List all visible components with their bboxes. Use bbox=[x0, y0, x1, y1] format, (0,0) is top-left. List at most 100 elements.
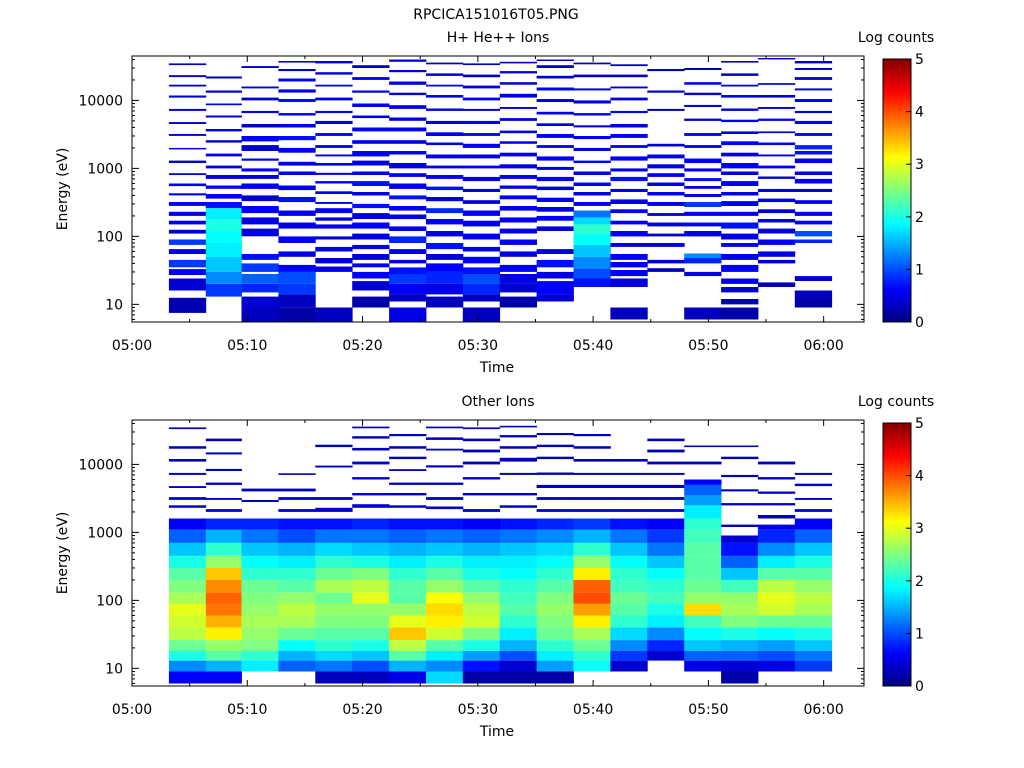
heatmap-cell bbox=[757, 615, 796, 628]
heatmap-cell bbox=[684, 461, 722, 465]
heatmap-cell bbox=[647, 90, 685, 93]
heatmap-cell bbox=[610, 176, 648, 182]
heatmap-cell bbox=[536, 134, 574, 138]
heatmap-cell bbox=[794, 171, 833, 175]
heatmap-cell bbox=[462, 233, 501, 240]
heatmap-cell bbox=[536, 281, 574, 295]
heatmap-cell bbox=[241, 145, 279, 151]
heatmap-cell bbox=[721, 287, 759, 293]
heatmap-cell bbox=[278, 556, 316, 568]
heatmap-cell bbox=[352, 518, 390, 530]
heatmap-cell bbox=[352, 493, 390, 496]
heatmap-cell bbox=[721, 651, 759, 661]
heatmap-cell bbox=[721, 299, 759, 305]
heatmap-cell bbox=[352, 254, 390, 260]
heatmap-cell bbox=[241, 175, 279, 179]
heatmap-cell bbox=[205, 438, 242, 442]
heatmap-cell bbox=[352, 140, 390, 144]
heatmap-cell bbox=[536, 627, 574, 641]
heatmap-cell bbox=[794, 220, 833, 225]
heatmap-cell bbox=[278, 124, 316, 128]
heatmap-cell bbox=[462, 165, 501, 169]
heatmap-cell bbox=[721, 445, 759, 448]
heatmap-cell bbox=[241, 136, 279, 142]
heatmap-cell bbox=[684, 518, 722, 530]
heatmap-cell bbox=[205, 256, 242, 272]
heatmap-cell bbox=[499, 130, 537, 134]
heatmap-cell bbox=[684, 529, 722, 543]
heatmap-cell bbox=[426, 671, 464, 684]
heatmap-cell bbox=[315, 307, 353, 322]
heatmap-cell bbox=[205, 153, 242, 157]
heatmap-cell bbox=[684, 68, 722, 70]
heatmap-cell bbox=[794, 158, 833, 164]
heatmap-cell bbox=[499, 239, 537, 245]
heatmap-cell bbox=[389, 307, 427, 322]
heatmap-cell bbox=[389, 183, 427, 189]
heatmap-cell bbox=[573, 182, 611, 186]
heatmap-cell bbox=[168, 134, 207, 136]
heatmap-cell bbox=[315, 217, 353, 221]
heatmap-cell bbox=[426, 243, 464, 250]
heatmap-cell bbox=[278, 136, 316, 141]
heatmap-cell bbox=[647, 603, 685, 616]
heatmap-cell bbox=[389, 660, 427, 672]
heatmap-cell bbox=[462, 274, 501, 284]
heatmap-cell bbox=[389, 482, 427, 485]
heatmap-cell bbox=[315, 615, 353, 628]
heatmap-cell bbox=[610, 97, 648, 101]
heatmap-cell bbox=[499, 493, 537, 496]
x-tick-label: 05:30 bbox=[458, 338, 498, 354]
heatmap-cell bbox=[426, 208, 464, 214]
heatmap-cell bbox=[610, 509, 648, 512]
heatmap-cell bbox=[205, 283, 242, 297]
heatmap-cell bbox=[647, 556, 685, 568]
colorbar bbox=[882, 422, 912, 687]
heatmap-cell bbox=[794, 627, 833, 641]
heatmap-cell bbox=[315, 110, 353, 114]
heatmap-cell bbox=[647, 154, 685, 159]
heatmap-cell bbox=[757, 567, 796, 580]
heatmap-cell bbox=[794, 483, 833, 487]
heatmap-cell bbox=[241, 110, 279, 114]
heatmap-cell bbox=[721, 627, 759, 641]
heatmap-cell bbox=[794, 603, 833, 616]
heatmap-cell bbox=[794, 299, 833, 308]
heatmap-cell bbox=[168, 297, 207, 313]
heatmap-cell bbox=[794, 615, 833, 628]
heatmap-cell bbox=[278, 603, 316, 616]
heatmap-cell bbox=[573, 497, 611, 500]
heatmap-cell bbox=[721, 556, 759, 568]
heatmap-cell bbox=[499, 592, 537, 604]
heatmap-cell bbox=[647, 143, 685, 147]
heatmap-cell bbox=[684, 104, 722, 107]
heatmap-cell bbox=[610, 74, 648, 78]
heatmap-cell bbox=[168, 160, 207, 163]
heatmap-cell bbox=[315, 640, 353, 651]
heatmap-cell bbox=[389, 226, 427, 231]
heatmap-cell bbox=[757, 461, 796, 465]
heatmap-cell bbox=[499, 283, 537, 293]
heatmap-cell bbox=[536, 567, 574, 580]
heatmap-cell bbox=[278, 529, 316, 543]
heatmap-cell bbox=[647, 438, 685, 442]
heatmap-cell bbox=[389, 640, 427, 651]
heatmap-cell bbox=[278, 497, 316, 500]
heatmap-cell bbox=[389, 518, 427, 530]
heatmap-cell bbox=[205, 660, 242, 672]
heatmap-cell bbox=[426, 175, 464, 179]
heatmap-cell bbox=[205, 579, 242, 593]
heatmap-cell bbox=[241, 651, 279, 661]
heatmap-cell bbox=[757, 219, 796, 223]
heatmap-cell bbox=[315, 556, 353, 568]
heatmap-cell bbox=[426, 615, 464, 628]
heatmap-cell bbox=[610, 270, 648, 277]
heatmap-cell bbox=[462, 660, 501, 672]
heatmap-cell bbox=[794, 231, 833, 237]
heatmap-cell bbox=[794, 88, 833, 91]
heatmap-cell bbox=[684, 178, 722, 182]
x-axis-label: Time bbox=[479, 360, 514, 376]
heatmap-cell bbox=[278, 61, 316, 63]
heatmap-cell bbox=[610, 243, 648, 247]
heatmap-cell bbox=[462, 449, 501, 453]
